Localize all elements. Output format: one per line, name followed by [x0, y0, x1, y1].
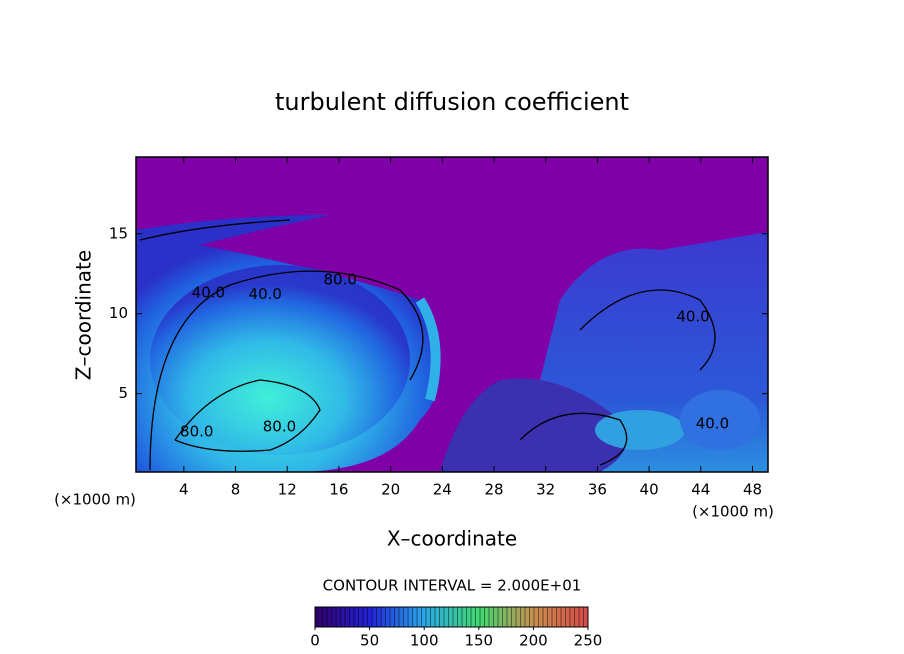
contour-label: 40.0	[192, 283, 225, 301]
chart-title: turbulent diffusion coefficient	[275, 88, 629, 116]
x-tick-label: 28	[484, 481, 503, 499]
x-tick-label: 32	[536, 481, 555, 499]
y-axis-label: Z–coordinate	[72, 250, 96, 380]
contour-label: 40.0	[249, 285, 282, 303]
x-tick-label: 4	[179, 481, 189, 499]
contour-lines	[139, 219, 716, 471]
colorbar-tick-label: 150	[464, 632, 493, 650]
contour-label: 80.0	[180, 423, 213, 441]
x-axis-label: X–coordinate	[387, 527, 517, 551]
x-tick-label: 40	[640, 481, 659, 499]
x-tick-label: 44	[691, 481, 710, 499]
field-shading	[136, 157, 768, 472]
colorbar-label: CONTOUR INTERVAL = 2.000E+01	[323, 577, 582, 595]
x-tick-label: 24	[433, 481, 452, 499]
colorbar-tick-label: 50	[360, 632, 379, 650]
x-tick-label: 20	[381, 481, 400, 499]
y-tick-label: 15	[109, 224, 128, 242]
x-tick-label: 36	[588, 481, 607, 499]
colorbar-tick-label: 200	[519, 632, 548, 650]
colorbar-tick-label: 250	[574, 632, 603, 650]
colorbar	[314, 606, 589, 628]
x-tick-label: 16	[329, 481, 348, 499]
colorbar-tick-label: 100	[410, 632, 439, 650]
contour-label: 40.0	[696, 415, 729, 433]
x-tick-label: 8	[231, 481, 241, 499]
y-unit: (×1000 m)	[54, 491, 136, 509]
contour-label: 80.0	[263, 418, 296, 436]
y-tick-label: 10	[109, 304, 128, 322]
contour-label: 40.0	[676, 307, 709, 325]
x-tick-label: 48	[743, 481, 762, 499]
contour-label: 80.0	[324, 271, 357, 289]
x-tick-label: 12	[278, 481, 297, 499]
colorbar-tick-label: 0	[310, 632, 320, 650]
plot-frame	[135, 156, 769, 473]
x-unit: (×1000 m)	[692, 503, 774, 521]
y-tick-label: 5	[118, 384, 128, 402]
